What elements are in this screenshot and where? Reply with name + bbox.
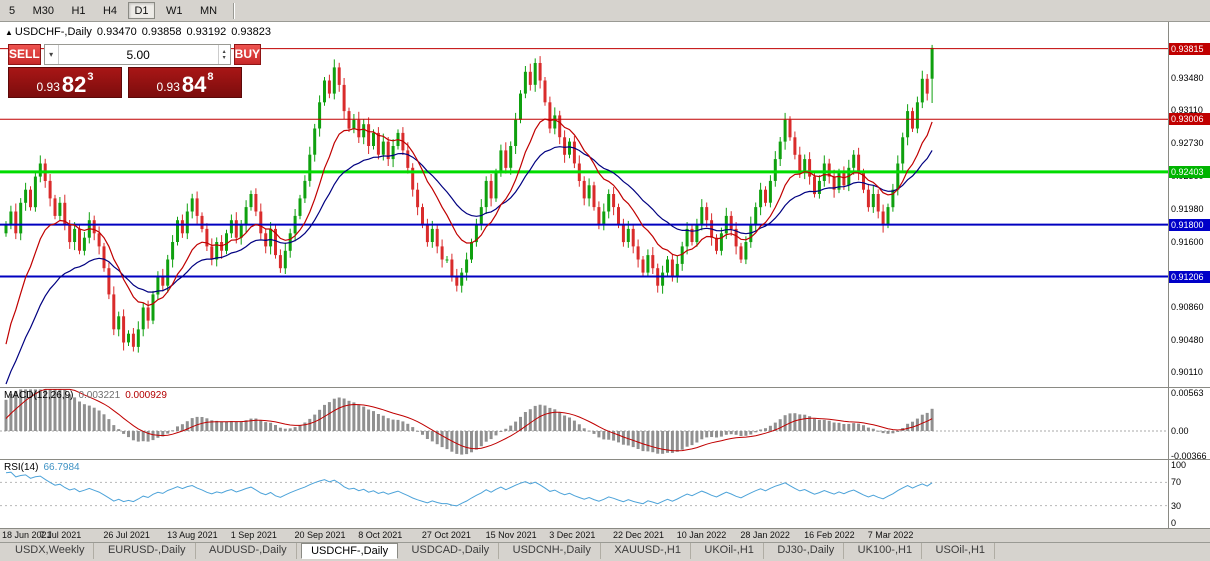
macd-label: MACD(12,26,9) 0.003221 0.000929 <box>4 390 167 401</box>
date-label: 18 Jun 2021 <box>2 530 52 540</box>
tab-usdx-weekly[interactable]: USDX,Weekly <box>6 543 95 559</box>
ask-price-pip: 8 <box>207 71 214 83</box>
price-tick-label: 0.91600 <box>1171 237 1204 247</box>
price-axis[interactable]: 0.934800.931100.927300.923600.919800.916… <box>1168 22 1210 529</box>
timeframe-d1[interactable]: D1 <box>128 2 155 19</box>
tab-dj30-daily[interactable]: DJ30-,Daily <box>768 543 845 559</box>
date-label: 22 Dec 2021 <box>613 530 665 540</box>
chart-symbol-label: USDCHF-,Daily <box>14 26 92 38</box>
price-level-badge: 0.91800 <box>1169 218 1210 231</box>
date-label: 1 Sep 2021 <box>230 530 277 540</box>
timeframe-mn[interactable]: MN <box>199 5 218 17</box>
timeframe-toolbar: 5 M30 H1 H4 D1 W1 MN <box>0 0 1210 22</box>
price-tick-label: 0.93110 <box>1171 105 1203 116</box>
collapse-arrow-icon[interactable]: ▲ <box>5 28 13 37</box>
bid-price-pip: 3 <box>87 71 94 83</box>
price-chart-canvas[interactable] <box>0 22 1168 387</box>
ohlc-open: 0.93470 <box>96 26 137 38</box>
bid-price-big: 82 <box>61 72 87 97</box>
rsi-label: RSI(14) 66.7984 <box>4 462 80 473</box>
tab-usoil-h1[interactable]: USOil-,H1 <box>927 543 996 559</box>
date-label: 10 Jan 2022 <box>676 530 727 540</box>
rsi-canvas[interactable] <box>0 460 1168 528</box>
tab-eurusd-daily[interactable]: EURUSD-,Daily <box>99 543 196 559</box>
ask-price-prefix: 0.93 <box>156 80 180 94</box>
date-label: 8 Oct 2021 <box>358 530 403 540</box>
macd-panel[interactable]: MACD(12,26,9) 0.003221 0.000929 <box>0 388 1168 459</box>
volume-dropdown-icon[interactable]: ▾ <box>45 45 59 64</box>
time-axis[interactable]: 18 Jun 2021 7 Jul 2021 26 Jul 2021 13 Aug 2… <box>0 529 1210 542</box>
volume-input[interactable] <box>58 45 218 64</box>
bid-price-box[interactable]: 0.93 82 3 <box>8 67 122 98</box>
rsi-name: RSI(14) <box>4 462 39 473</box>
date-label: 7 Jul 2021 <box>39 530 82 540</box>
tab-usdcad-daily[interactable]: USDCAD-,Daily <box>403 543 500 559</box>
spin-up-icon[interactable]: ▴ <box>222 48 226 55</box>
date-label: 13 Aug 2021 <box>167 530 218 540</box>
date-label: 7 Mar 2022 <box>867 530 914 540</box>
rsi-axis-label: 0 <box>1171 518 1177 528</box>
date-label: 26 Jul 2021 <box>103 530 150 540</box>
date-label: 28 Jan 2022 <box>740 530 790 540</box>
price-tick-label: 0.90110 <box>1171 367 1203 378</box>
tab-audusd-daily[interactable]: AUDUSD-,Daily <box>200 543 297 559</box>
rsi-axis-label: 30 <box>1171 500 1182 511</box>
timeframe-w1[interactable]: W1 <box>165 5 183 17</box>
tab-usdchf-daily[interactable]: USDCHF-,Daily <box>301 543 399 559</box>
date-label: 3 Dec 2021 <box>549 530 596 540</box>
panel-divider <box>0 528 1210 529</box>
macd-name: MACD(12,26,9) <box>4 390 74 401</box>
rsi-panel[interactable]: RSI(14) 66.7984 <box>0 460 1168 528</box>
rsi-value: 66.7984 <box>43 462 80 473</box>
price-tick-label: 0.91980 <box>1171 203 1204 214</box>
price-level-badge: 0.91206 <box>1169 270 1210 283</box>
ohlc-high: 0.93858 <box>141 26 182 38</box>
price-level-badge: 0.93815 <box>1169 42 1210 55</box>
symbol-tabs-bar: USDX,Weekly EURUSD-,Daily AUDUSD-,Daily … <box>0 542 1210 559</box>
macd-axis-label: 0.00 <box>1171 426 1189 436</box>
tab-uk100-h1[interactable]: UK100-,H1 <box>849 543 923 559</box>
volume-control: ▾ ▴▾ <box>43 44 231 65</box>
tab-ukoil-h1[interactable]: UKOil-,H1 <box>695 543 764 559</box>
bid-price-prefix: 0.93 <box>36 80 60 94</box>
price-tick-label: 0.90480 <box>1171 334 1204 345</box>
macd-value: 0.003221 <box>78 390 121 401</box>
panel-divider <box>0 387 1210 388</box>
date-label: 16 Feb 2022 <box>804 530 855 540</box>
macd-axis-label: 0.00563 <box>1171 387 1204 398</box>
spin-down-icon[interactable]: ▾ <box>222 54 226 61</box>
tab-usdcnh-daily[interactable]: USDCNH-,Daily <box>504 543 601 559</box>
toolbar-separator <box>232 3 235 19</box>
ohlc-close: 0.93823 <box>231 26 271 38</box>
macd-canvas[interactable] <box>0 388 1168 459</box>
date-label: 20 Sep 2021 <box>294 530 346 540</box>
timeframe-h4[interactable]: H4 <box>102 5 118 17</box>
macd-signal-value: 0.000929 <box>125 390 167 401</box>
rsi-axis-label: 100 <box>1171 460 1187 470</box>
tab-xauusd-h1[interactable]: XAUUSD-,H1 <box>605 543 691 559</box>
price-tick-label: 0.93480 <box>1171 72 1204 83</box>
timeframe-m5[interactable]: 5 <box>9 5 16 17</box>
sell-button[interactable]: SELL <box>8 44 41 65</box>
price-level-badge: 0.93006 <box>1169 113 1210 126</box>
date-label: 27 Oct 2021 <box>421 530 471 540</box>
date-label: 15 Nov 2021 <box>485 530 537 540</box>
price-level-badge: 0.92403 <box>1169 165 1210 178</box>
ohlc-low: 0.93192 <box>186 26 227 38</box>
ask-price-box[interactable]: 0.93 84 8 <box>128 67 242 98</box>
timeframe-h1[interactable]: H1 <box>71 5 86 17</box>
chart-title: ▲ USDCHF-,Daily 0.93470 0.93858 0.93192 0.938… <box>5 26 276 38</box>
ask-price-big: 84 <box>181 72 207 97</box>
price-tick-label: 0.92730 <box>1171 138 1204 149</box>
rsi-axis-label: 70 <box>1171 477 1182 488</box>
timeframe-m30[interactable]: M30 <box>32 5 54 17</box>
price-chart-panel[interactable]: ▲ USDCHF-,Daily 0.93470 0.93858 0.93192 0.938… <box>0 22 1168 387</box>
macd-axis-label: -0.00366 <box>1171 451 1207 461</box>
panel-divider <box>0 459 1210 460</box>
volume-spinner[interactable]: ▴ ▾ <box>217 45 230 64</box>
buy-button[interactable]: BUY <box>233 44 262 65</box>
price-tick-label: 0.90860 <box>1171 301 1204 312</box>
